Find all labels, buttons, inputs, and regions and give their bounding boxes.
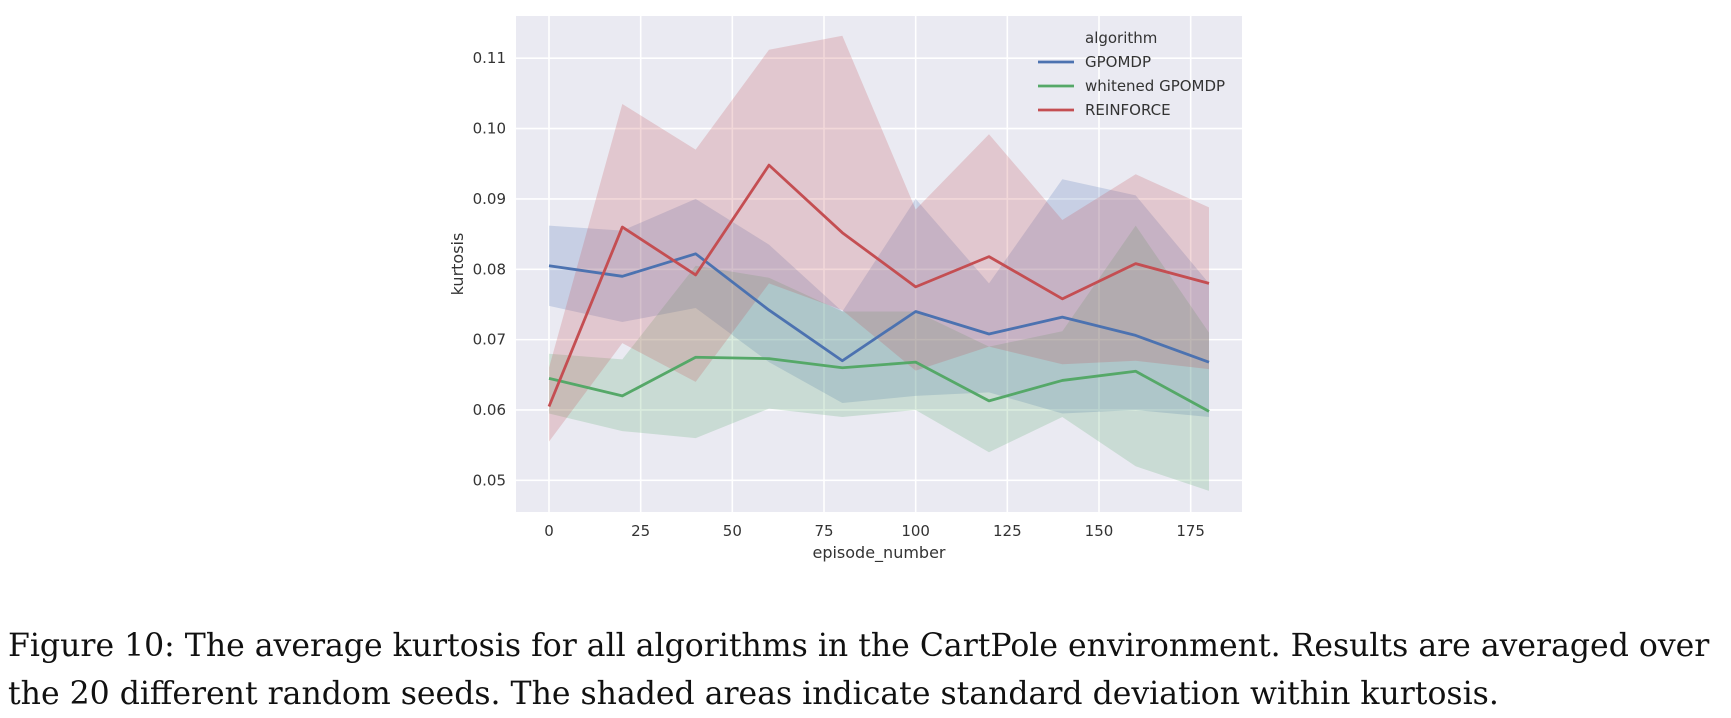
chart: 0 25 50 75 100 125 150 175 0.05 0.06 0.07 0.08 0.09… xyxy=(448,16,1242,563)
series-line-0 xyxy=(548,252,1210,364)
series-line-2 xyxy=(547,163,1210,407)
y-tick-label: 0.08 xyxy=(473,260,506,278)
x-tick-label: 25 xyxy=(631,522,650,540)
x-tick-label: 175 xyxy=(1176,522,1205,540)
x-tick-label: 125 xyxy=(993,522,1022,540)
series-line-1 xyxy=(548,355,1210,413)
legend-label: whitened GPOMDP xyxy=(1085,77,1225,95)
legend: algorithm GPOMDP whitened GPOMDP REINFORCE xyxy=(1038,29,1225,119)
y-ticks: 0.05 0.06 0.07 0.08 0.09 0.10 0.11 xyxy=(473,49,506,489)
x-ticks: 0 25 50 75 100 125 150 175 xyxy=(544,522,1205,540)
y-tick-label: 0.05 xyxy=(473,471,506,489)
y-tick-label: 0.10 xyxy=(473,120,506,138)
x-tick-label: 50 xyxy=(723,522,742,540)
x-tick-label: 75 xyxy=(814,522,833,540)
y-tick-label: 0.09 xyxy=(473,190,506,208)
std-band-0 xyxy=(549,179,1209,418)
legend-label: REINFORCE xyxy=(1085,101,1171,119)
plot-area xyxy=(516,16,1242,512)
x-axis-label: episode_number xyxy=(812,543,945,563)
grid xyxy=(516,16,1242,512)
y-tick-label: 0.06 xyxy=(473,401,506,419)
y-tick-label: 0.11 xyxy=(473,49,506,67)
legend-label: GPOMDP xyxy=(1085,53,1151,71)
x-tick-label: 100 xyxy=(901,522,930,540)
std-band-1 xyxy=(549,225,1209,491)
y-tick-label: 0.07 xyxy=(473,331,506,349)
figure-caption: Figure 10: The average kurtosis for all … xyxy=(8,628,1710,712)
x-tick-label: 0 xyxy=(544,522,554,540)
x-tick-label: 150 xyxy=(1085,522,1114,540)
y-axis-label: kurtosis xyxy=(448,233,467,296)
series-lines xyxy=(547,163,1210,413)
std-bands xyxy=(549,35,1209,491)
std-band-2 xyxy=(549,35,1209,442)
legend-title: algorithm xyxy=(1085,29,1157,47)
